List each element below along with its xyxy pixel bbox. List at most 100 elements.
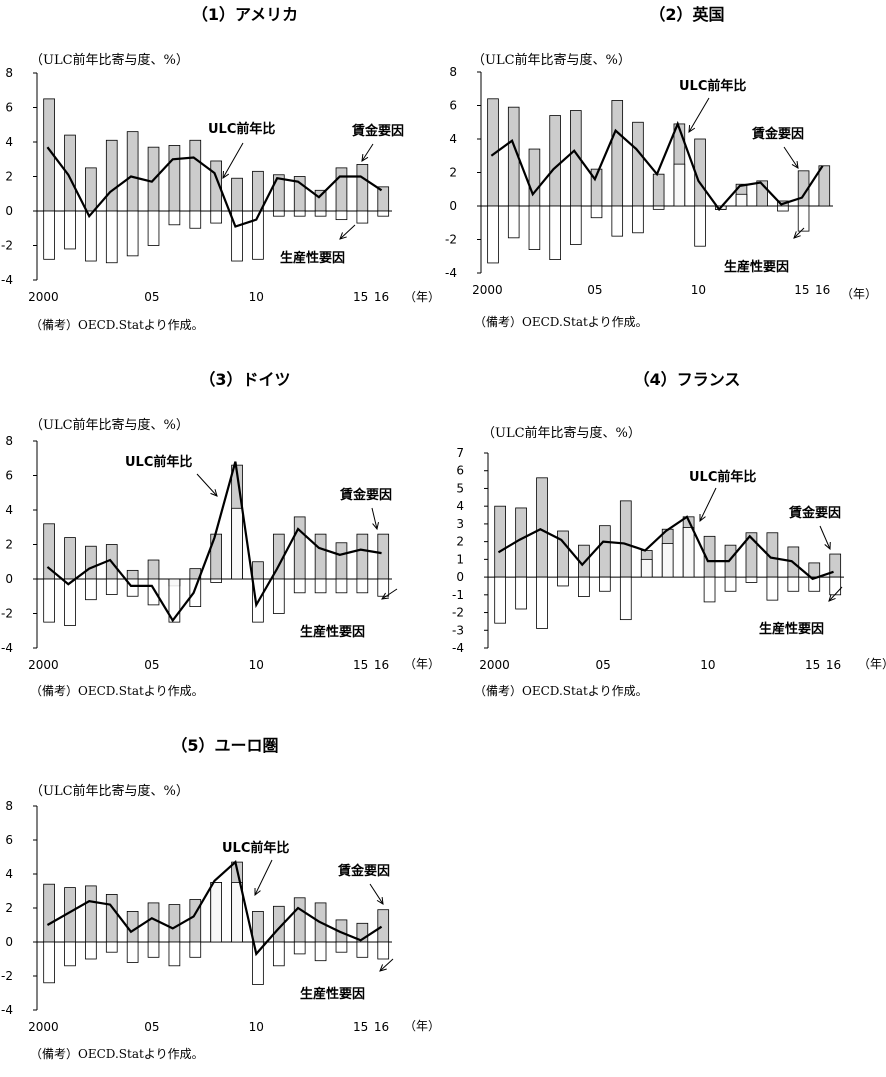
y-tick-label: 2 (5, 170, 13, 184)
productivity-bar (494, 576, 506, 624)
productivity-bar (640, 558, 653, 578)
chart-title: （2）英国 (649, 5, 724, 24)
wage-bar (85, 885, 97, 943)
productivity-bar (272, 210, 285, 217)
productivity-bar (43, 941, 55, 984)
chart-svg: （2）英国 （ULC前年比寄与度、%） -4 -2 0 2 4 6 8 2000 05 10 15 16 （… (445, 5, 877, 329)
x-unit-label: （年） (404, 1019, 440, 1033)
source-note: （備考）OECD.Statより作成。 (474, 314, 648, 329)
wage-bar (314, 533, 327, 580)
wage-bar (105, 139, 118, 212)
y-tick-label: -1 (452, 588, 464, 602)
ulc-line (46, 146, 383, 228)
productivity-bar (231, 507, 243, 580)
y-tick-label: 0 (5, 935, 13, 949)
y-tick-label: 6 (5, 101, 13, 115)
productivity-bar (147, 578, 160, 606)
y-tick-label: 4 (5, 503, 13, 517)
prod-arrow-head (339, 232, 347, 240)
productivity-bar (652, 205, 665, 210)
y-tick-label: 0 (5, 204, 13, 218)
productivity-bar (210, 882, 223, 943)
chart-title: （1）アメリカ (192, 5, 298, 24)
productivity-bar (43, 578, 55, 623)
productivity-bar (808, 576, 821, 592)
productivity-bar (85, 941, 97, 960)
prod-arrow-shaft (381, 588, 398, 600)
chart-panel: （3）ドイツ （ULC前年比寄与度、%） -4 -2 0 2 4 6 8 2000 05 10 15 16… (0, 366, 440, 711)
productivity-bar (673, 163, 686, 207)
wage-bar (356, 164, 369, 212)
wage-bar (619, 500, 632, 578)
x-tick-label: 2000 (28, 1020, 59, 1034)
x-tick-label: 2000 (28, 290, 59, 304)
line-arrow-shaft (222, 142, 244, 179)
y-tick-label: 8 (5, 66, 13, 80)
productivity-bar (64, 210, 76, 250)
x-tick-label: 16 (374, 1020, 389, 1034)
y-tick-label: 8 (449, 65, 457, 79)
wage-bar (293, 897, 306, 943)
chart-title: （4）フランス (634, 370, 741, 389)
line-arrow-head (699, 513, 706, 523)
wage-bar (808, 562, 821, 578)
productivity-bar (487, 205, 499, 264)
y-tick-label: 0 (5, 572, 13, 586)
productivity-bar (126, 578, 139, 597)
productivity-bar (168, 941, 181, 967)
productivity-bar (735, 193, 748, 207)
prod-annotation: 生産性要因 (280, 250, 345, 266)
wage-bar (536, 477, 548, 578)
productivity-bar (694, 205, 706, 247)
productivity-bar (189, 578, 202, 608)
y-tick-label: 6 (449, 99, 457, 113)
wage-arrow-shaft (371, 507, 378, 530)
wage-bar (528, 148, 541, 207)
x-tick-label: 05 (596, 658, 611, 672)
productivity-bar (682, 527, 695, 578)
wage-arrow-shaft (369, 883, 384, 905)
line-annotation: ULC前年比 (125, 454, 192, 470)
x-tick-label: 16 (826, 658, 841, 672)
productivity-bar (252, 941, 264, 985)
x-tick-label: 16 (374, 658, 389, 672)
productivity-bar (43, 210, 55, 260)
x-tick-label: 15 (794, 283, 809, 297)
productivity-bar (515, 576, 527, 610)
chart-panel: （2）英国 （ULC前年比寄与度、%） -4 -2 0 2 4 6 8 2000 05 10 15 16 （… (444, 0, 884, 345)
x-tick-label: 05 (587, 283, 602, 297)
wage-bar (314, 189, 327, 212)
wage-bar (356, 533, 369, 580)
productivity-bar (507, 205, 520, 239)
y-tick-label: 4 (5, 135, 13, 149)
wage-bar (64, 537, 76, 580)
x-unit-label: （年） (404, 290, 440, 304)
chart-title: （5）ユーロ圏 (171, 736, 278, 755)
productivity-bar (189, 941, 202, 958)
productivity-bar (147, 941, 160, 958)
ulc-line (490, 120, 824, 212)
prod-arrow-shaft (828, 586, 843, 602)
productivity-bar (377, 578, 390, 597)
wage-bar (126, 569, 139, 580)
y-tick-label: 5 (456, 481, 464, 495)
line-arrow-head (688, 124, 696, 133)
y-tick-label: 2 (456, 535, 464, 549)
chart-svg: （1）アメリカ （ULC前年比寄与度、%） -4 -2 0 2 4 6 8 2000 05 10 15 1… (1, 5, 440, 332)
productivity-bar (356, 210, 369, 224)
productivity-bar (189, 210, 202, 229)
y-tick-label: 7 (456, 446, 464, 460)
y-tick-label: -4 (452, 641, 464, 655)
wage-bar (105, 893, 118, 943)
productivity-bar (724, 576, 737, 592)
wage-bar (756, 180, 768, 207)
wage-arrow-head (376, 896, 384, 905)
productivity-bar (272, 578, 285, 614)
wage-arrow-shaft (361, 143, 374, 162)
y-tick-label: -4 (445, 266, 457, 280)
ulc-line (46, 461, 382, 623)
productivity-bar (105, 941, 118, 953)
x-tick-label: 05 (144, 290, 159, 304)
wage-arrow-head (361, 153, 369, 162)
source-note: （備考）OECD.Statより作成。 (30, 1046, 204, 1061)
